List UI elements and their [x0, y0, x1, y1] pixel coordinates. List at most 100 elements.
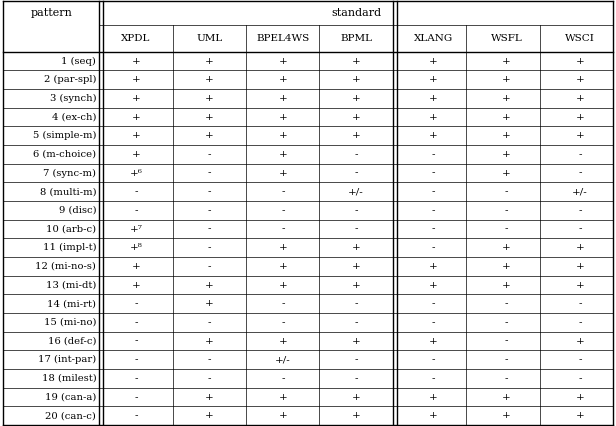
Text: -: -	[578, 150, 582, 159]
Text: +: +	[575, 243, 585, 252]
Text: +: +	[205, 94, 214, 103]
Text: +: +	[132, 94, 140, 103]
Text: +: +	[575, 131, 585, 140]
Text: -: -	[431, 169, 435, 178]
Text: +: +	[278, 393, 287, 402]
Text: -: -	[578, 206, 582, 215]
Text: -: -	[134, 355, 138, 364]
Text: -: -	[431, 355, 435, 364]
Text: +: +	[502, 262, 511, 271]
Text: -: -	[208, 262, 211, 271]
Text: +: +	[502, 243, 511, 252]
Text: -: -	[281, 299, 285, 308]
Text: -: -	[578, 225, 582, 233]
Text: -: -	[354, 355, 358, 364]
Text: +: +	[205, 281, 214, 290]
Text: +: +	[575, 393, 585, 402]
Text: +/-: +/-	[275, 355, 291, 364]
Text: 13 (mi-dt): 13 (mi-dt)	[46, 281, 96, 290]
Text: +: +	[132, 131, 140, 140]
Text: -: -	[134, 187, 138, 196]
Text: -: -	[505, 299, 508, 308]
Text: 7 (sync-m): 7 (sync-m)	[43, 169, 96, 178]
Text: +: +	[502, 281, 511, 290]
Text: -: -	[431, 206, 435, 215]
Text: +: +	[502, 94, 511, 103]
Text: +: +	[429, 337, 437, 345]
Text: +: +	[502, 131, 511, 140]
Text: +: +	[352, 131, 360, 140]
Text: +: +	[278, 243, 287, 252]
Text: -: -	[208, 206, 211, 215]
Text: +: +	[278, 337, 287, 345]
Text: 4 (ex-ch): 4 (ex-ch)	[52, 112, 96, 121]
Text: -: -	[431, 150, 435, 159]
Text: -: -	[431, 187, 435, 196]
Text: -: -	[134, 299, 138, 308]
Text: +: +	[502, 75, 511, 84]
Text: 6 (m-choice): 6 (m-choice)	[33, 150, 96, 159]
Text: 18 (milest): 18 (milest)	[42, 374, 96, 383]
Text: +: +	[575, 94, 585, 103]
Text: +⁷: +⁷	[130, 225, 142, 233]
Text: 3 (synch): 3 (synch)	[50, 94, 96, 103]
Text: -: -	[578, 374, 582, 383]
Text: -: -	[281, 187, 285, 196]
Text: +: +	[278, 57, 287, 66]
Text: -: -	[281, 206, 285, 215]
Text: +: +	[205, 393, 214, 402]
Text: +: +	[278, 262, 287, 271]
Text: +: +	[502, 393, 511, 402]
Text: -: -	[354, 225, 358, 233]
Text: +: +	[278, 131, 287, 140]
Text: -: -	[578, 318, 582, 327]
Text: +/-: +/-	[348, 187, 364, 196]
Text: +: +	[575, 412, 585, 420]
Text: -: -	[431, 225, 435, 233]
Text: +: +	[575, 112, 585, 121]
Text: -: -	[134, 374, 138, 383]
Text: +: +	[429, 131, 437, 140]
Text: +: +	[352, 412, 360, 420]
Text: -: -	[208, 150, 211, 159]
Text: -: -	[281, 225, 285, 233]
Text: +: +	[575, 337, 585, 345]
Text: pattern: pattern	[30, 8, 72, 18]
Text: -: -	[134, 412, 138, 420]
Text: -: -	[505, 355, 508, 364]
Text: +: +	[575, 262, 585, 271]
Text: +: +	[429, 262, 437, 271]
Text: XLANG: XLANG	[413, 34, 453, 43]
Text: +/-: +/-	[572, 187, 588, 196]
Text: -: -	[134, 206, 138, 215]
Text: -: -	[431, 243, 435, 252]
Text: -: -	[354, 318, 358, 327]
Text: -: -	[505, 225, 508, 233]
Text: 8 (multi-m): 8 (multi-m)	[39, 187, 96, 196]
Text: +: +	[429, 75, 437, 84]
Text: -: -	[431, 374, 435, 383]
Text: -: -	[208, 169, 211, 178]
Text: +: +	[352, 112, 360, 121]
Text: -: -	[505, 337, 508, 345]
Text: 5 (simple-m): 5 (simple-m)	[33, 131, 96, 140]
Text: XPDL: XPDL	[121, 34, 151, 43]
Text: +: +	[575, 281, 585, 290]
Text: -: -	[354, 299, 358, 308]
Text: +: +	[429, 281, 437, 290]
Text: +: +	[132, 281, 140, 290]
Text: -: -	[281, 318, 285, 327]
Text: +: +	[278, 169, 287, 178]
Text: +: +	[352, 281, 360, 290]
Text: -: -	[354, 374, 358, 383]
Text: +: +	[502, 57, 511, 66]
Text: +: +	[429, 94, 437, 103]
Text: +: +	[429, 112, 437, 121]
Text: +: +	[352, 262, 360, 271]
Text: +: +	[352, 94, 360, 103]
Text: -: -	[578, 169, 582, 178]
Text: 15 (mi-no): 15 (mi-no)	[44, 318, 96, 327]
Text: -: -	[134, 318, 138, 327]
Text: -: -	[208, 318, 211, 327]
Text: +: +	[352, 57, 360, 66]
